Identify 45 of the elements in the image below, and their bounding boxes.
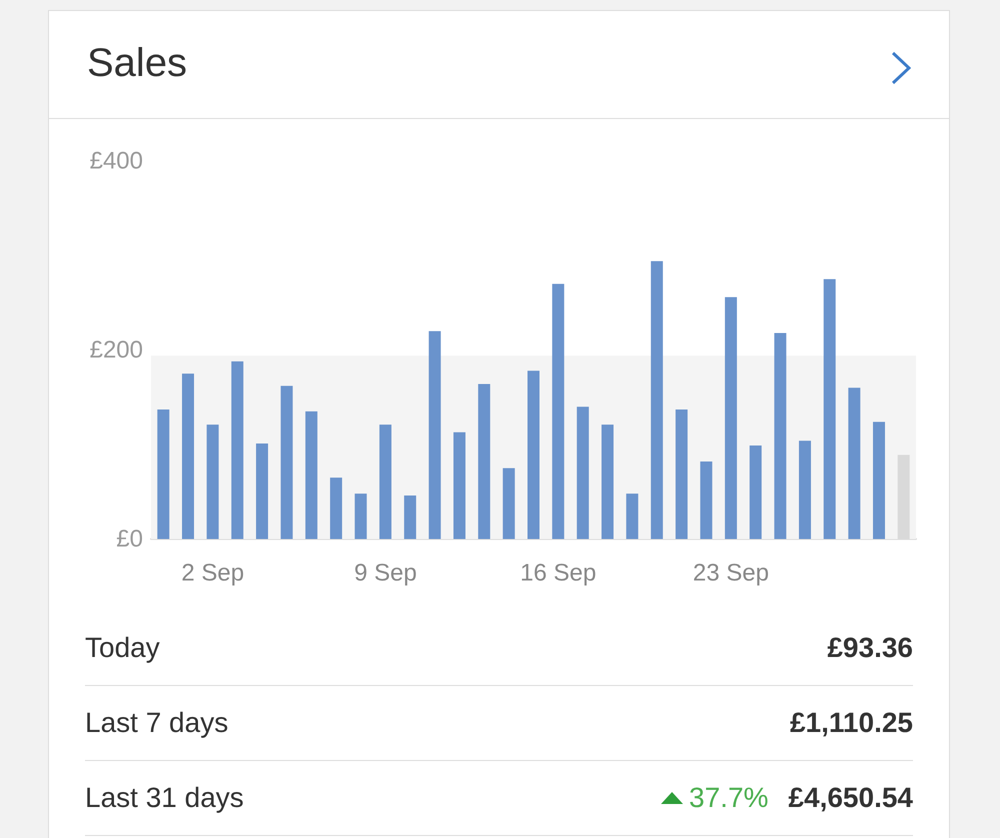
bar xyxy=(528,370,540,539)
bar xyxy=(848,388,860,539)
bar xyxy=(576,406,589,539)
y-tick-label: £400 xyxy=(90,148,143,174)
bar xyxy=(824,279,836,539)
bar xyxy=(280,386,293,539)
bar xyxy=(724,297,737,539)
bar xyxy=(602,424,614,539)
bar xyxy=(478,384,490,539)
x-tick-label: 2 Sep xyxy=(181,560,244,586)
x-tick-label: 9 Sep xyxy=(354,560,417,586)
bar xyxy=(256,444,268,539)
bar xyxy=(157,410,170,539)
bar xyxy=(650,261,663,539)
bar xyxy=(626,494,638,539)
x-tick-label: 16 Sep xyxy=(520,560,596,586)
chart-title: Sales xyxy=(87,41,188,86)
text: £1,110.25 xyxy=(790,707,913,739)
bar xyxy=(182,374,194,539)
bar xyxy=(798,440,811,539)
bar xyxy=(552,284,564,539)
bar xyxy=(700,462,712,539)
y-tick-label: £0 xyxy=(116,526,143,552)
bar xyxy=(453,432,466,539)
bar xyxy=(330,478,342,539)
text: £93.36 xyxy=(827,632,913,664)
y-tick-label: £200 xyxy=(90,336,143,364)
bar xyxy=(750,445,762,539)
text: £4,650.54 xyxy=(788,782,913,814)
bar xyxy=(676,410,688,539)
bar xyxy=(206,424,219,539)
bar xyxy=(404,496,416,539)
bar xyxy=(502,468,515,539)
text: Last 7 days xyxy=(85,707,230,739)
text: Today xyxy=(85,632,161,664)
bar xyxy=(379,424,392,539)
bar xyxy=(872,422,885,539)
bar xyxy=(305,411,318,539)
bar xyxy=(774,332,786,539)
bar xyxy=(428,331,441,539)
bar xyxy=(231,361,244,539)
text: Last 31 days xyxy=(85,782,245,814)
x-tick-label: 23 Sep xyxy=(692,560,769,586)
bar xyxy=(354,494,367,539)
text: 37.7% xyxy=(688,782,768,814)
